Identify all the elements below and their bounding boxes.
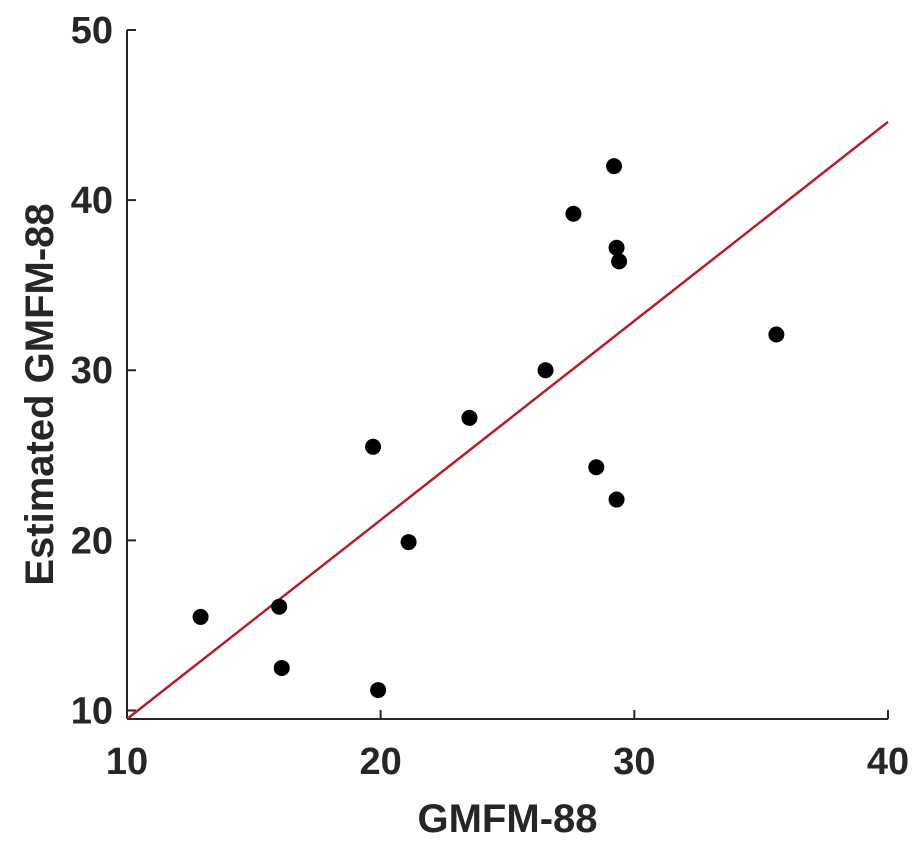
data-point [768, 326, 785, 343]
fit-line [126, 120, 889, 720]
x-tick-label: 20 [360, 741, 402, 783]
x-tick-label: 40 [867, 741, 909, 783]
x-tick-labels: 10 20 30 40 [106, 741, 909, 783]
data-point [192, 608, 209, 625]
data-point [537, 362, 554, 379]
data-point [611, 253, 628, 270]
x-tick-label: 10 [106, 741, 148, 783]
data-point [608, 491, 625, 508]
fit-line-layer [126, 120, 889, 720]
data-point [271, 598, 288, 615]
data-point [273, 659, 290, 676]
y-tick-label: 30 [71, 350, 113, 392]
y-axis-label: Estimated GMFM-88 [18, 203, 62, 585]
data-point [588, 459, 605, 476]
axes [126, 29, 889, 720]
data-point [365, 438, 382, 455]
y-tick-label: 10 [71, 690, 113, 732]
y-tick-labels: 10 20 30 40 50 [71, 10, 113, 732]
y-tick-label: 50 [71, 10, 113, 52]
data-point [370, 682, 387, 699]
data-point [565, 205, 582, 222]
x-axis-label: GMFM-88 [418, 797, 598, 841]
data-point [606, 158, 623, 175]
x-tick-label: 30 [613, 741, 655, 783]
data-points [192, 158, 785, 699]
data-point [400, 534, 417, 551]
data-point [608, 239, 625, 256]
data-point [461, 409, 478, 426]
y-tick-label: 40 [71, 180, 113, 222]
y-tick-label: 20 [71, 520, 113, 562]
